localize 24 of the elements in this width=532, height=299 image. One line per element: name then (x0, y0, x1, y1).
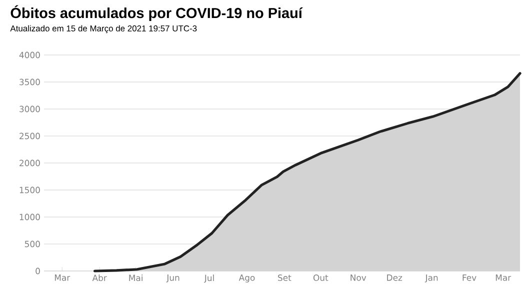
y-tick-label: 500 (24, 240, 40, 248)
x-tick-label: Set (278, 274, 292, 281)
y-tick-label: 4000 (19, 52, 40, 58)
y-tick-label: 3000 (20, 106, 40, 112)
chart-title: Óbitos acumulados por COVID-19 no Piauí (10, 5, 303, 21)
x-tick-label: Ago (238, 274, 255, 282)
x-tick-label: Jun (166, 274, 180, 282)
y-tick-label: 1500 (20, 186, 40, 194)
x-tick-label: Dez (387, 274, 402, 281)
y-tick-label: 2000 (20, 160, 40, 166)
y-tick-label: 1000 (20, 214, 40, 220)
x-tick-label: Jan (424, 274, 438, 282)
x-tick-label: Nov (350, 274, 366, 281)
x-tick-label: Mar (54, 274, 70, 281)
x-tick-label: Abr (92, 274, 107, 282)
y-tick-label: 0 (36, 268, 40, 274)
y-tick-label: 2500 (20, 132, 40, 140)
x-tick-label: Jul (204, 274, 214, 283)
y-tick-label: 3500 (20, 78, 40, 86)
chart-subtitle: Atualizado em 15 de Março de 2021 19:57 UTC-3 (10, 25, 197, 34)
x-tick-label: Mai (129, 274, 142, 282)
x-tick-label: Fev (462, 274, 476, 281)
x-tick-label: Mar (496, 274, 512, 281)
x-tick-label: Out (313, 274, 328, 281)
